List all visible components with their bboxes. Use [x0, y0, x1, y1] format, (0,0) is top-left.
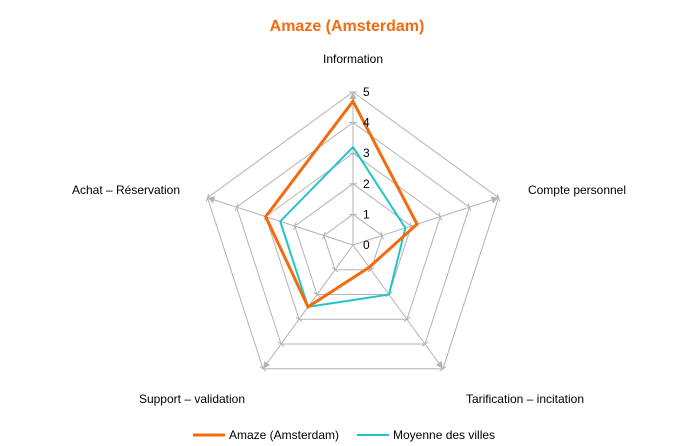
tick-mark [277, 341, 285, 347]
spoke-arrow-3 [263, 361, 271, 369]
legend-label-1: Moyenne des villes [393, 428, 495, 442]
series-line-1 [279, 145, 407, 309]
tick-mark [293, 222, 297, 231]
tick-mark [331, 267, 339, 273]
tick-label: 0 [363, 238, 370, 252]
axis-label-2: Tarification – incitation [466, 392, 584, 406]
tick-label: 2 [363, 177, 370, 191]
axis-label-1: Compte personnel [528, 183, 626, 197]
tick-mark [295, 316, 303, 323]
axis-label-0: Information [323, 52, 383, 66]
tick-label: 1 [363, 207, 370, 221]
grid-ring-3 [265, 152, 441, 320]
spoke-arrow-2 [435, 361, 443, 369]
tick-mark [313, 291, 321, 298]
tick-mark [438, 212, 443, 221]
spoke-arrow-0 [349, 92, 357, 99]
grid-ring-1 [323, 213, 383, 271]
tick-mark [322, 231, 326, 240]
tick-mark [467, 203, 472, 212]
grid-ring-5 [206, 91, 500, 370]
spoke-arrow-1 [490, 196, 499, 204]
tick-mark [380, 231, 384, 240]
axis-label-4: Achat – Réservation [72, 183, 180, 197]
spoke-arrow-4 [207, 196, 216, 204]
tick-mark [421, 341, 429, 347]
series-line-0 [263, 98, 419, 310]
tick-mark [403, 316, 411, 323]
tick-label: 3 [363, 146, 370, 160]
grid-ring-2 [294, 183, 412, 296]
axis-label-3: Support – validation [139, 392, 245, 406]
tick-label: 5 [363, 85, 370, 99]
chart-title: Amaze (Amsterdam) [269, 18, 425, 35]
tick-mark [234, 203, 239, 212]
spoke-1 [352, 197, 499, 246]
tick-label: 4 [363, 116, 370, 130]
grid-ring-4 [236, 121, 470, 345]
spoke-2 [352, 244, 444, 370]
tick-mark [367, 267, 375, 273]
legend-label-0: Amaze (Amsterdam) [229, 428, 339, 442]
